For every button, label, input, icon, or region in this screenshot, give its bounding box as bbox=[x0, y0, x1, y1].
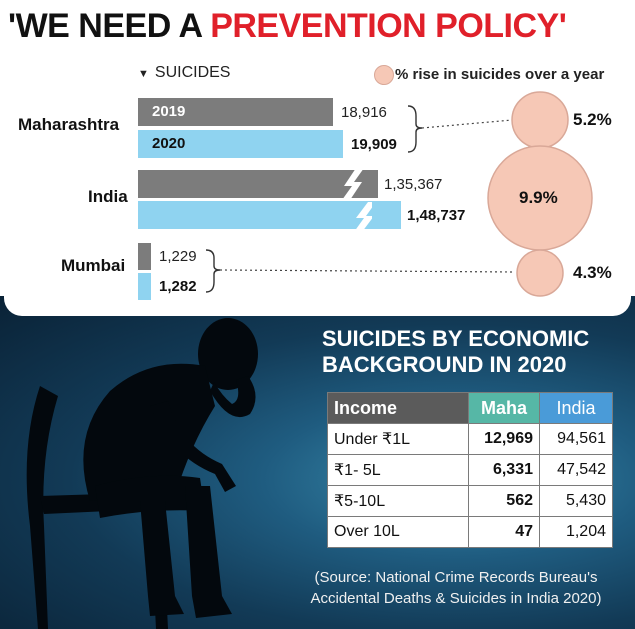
value-india-2019: 1,35,367 bbox=[384, 176, 443, 193]
legend-suicides-label: SUICIDES bbox=[154, 64, 231, 81]
headline-part-2: PREVENTION POLICY' bbox=[210, 7, 567, 45]
india-value: 5,430 bbox=[539, 485, 613, 517]
legend-suicides: ▼ SUICIDES bbox=[138, 64, 230, 82]
column-header-income: Income bbox=[327, 392, 469, 424]
bar-year-label-2020: 2020 bbox=[152, 135, 186, 152]
value-mumbai-2019: 1,229 bbox=[159, 248, 197, 265]
connector-lines bbox=[205, 91, 593, 297]
india-value: 94,561 bbox=[539, 423, 613, 455]
column-header-india: India bbox=[539, 392, 613, 424]
legend-rise-label: % rise in suicides over a year bbox=[395, 66, 605, 83]
legend-circle-icon bbox=[374, 65, 394, 85]
value-india-2020: 1,48,737 bbox=[407, 207, 466, 224]
value-maharashtra-2019: 18,916 bbox=[341, 104, 387, 121]
circle-mumbai bbox=[516, 249, 564, 297]
headline: 'WE NEED A PREVENTION POLICY' bbox=[0, 0, 635, 52]
bar-mumbai-2019 bbox=[138, 243, 151, 270]
source-note: (Source: National Crime Records Bureau's… bbox=[310, 569, 602, 607]
table-row: ₹5-10L 562 5,430 bbox=[327, 485, 613, 517]
income-bracket: ₹5-10L bbox=[327, 485, 469, 517]
table-row: ₹1- 5L 6,331 47,542 bbox=[327, 454, 613, 486]
region-label-india: India bbox=[88, 187, 128, 206]
maha-value: 12,969 bbox=[468, 423, 540, 455]
pct-mumbai: 4.3% bbox=[573, 263, 612, 282]
india-value: 47,542 bbox=[539, 454, 613, 486]
maha-value: 6,331 bbox=[468, 454, 540, 486]
distressed-man-silhouette-icon bbox=[26, 318, 258, 629]
income-bracket: ₹1- 5L bbox=[327, 454, 469, 486]
region-label-maharashtra: Maharashtra bbox=[18, 115, 120, 134]
bar-maharashtra-2020: 2020 bbox=[138, 130, 343, 158]
axis-break-icon bbox=[342, 168, 372, 232]
circle-maharashtra bbox=[511, 91, 569, 149]
bar-mumbai-2020 bbox=[138, 273, 151, 300]
income-bracket: Over 10L bbox=[327, 516, 469, 548]
bar-year-label-2019: 2019 bbox=[152, 103, 186, 120]
column-header-maha: Maha bbox=[468, 392, 540, 424]
maha-value: 47 bbox=[468, 516, 540, 548]
bar-maharashtra-2019: 2019 bbox=[138, 98, 333, 126]
economic-background-table: Income Maha India Under ₹1L 12,969 94,56… bbox=[327, 392, 613, 548]
triangle-down-icon: ▼ bbox=[138, 68, 149, 80]
value-mumbai-2020: 1,282 bbox=[159, 278, 197, 295]
income-bracket: Under ₹1L bbox=[327, 423, 469, 455]
bar-india-2019 bbox=[138, 170, 378, 198]
table-title: SUICIDES BY ECONOMIC BACKGROUND IN 2020 bbox=[322, 326, 590, 377]
region-label-mumbai: Mumbai bbox=[61, 256, 126, 275]
pct-maharashtra: 5.2% bbox=[573, 110, 612, 129]
bar-india-2020 bbox=[138, 201, 401, 229]
table-header-row: Income Maha India bbox=[327, 392, 613, 424]
pct-india: 9.9% bbox=[519, 188, 558, 207]
table-row: Under ₹1L 12,969 94,561 bbox=[327, 423, 613, 455]
india-value: 1,204 bbox=[539, 516, 613, 548]
value-maharashtra-2020: 19,909 bbox=[351, 136, 397, 153]
table-row: Over 10L 47 1,204 bbox=[327, 516, 613, 548]
maha-value: 562 bbox=[468, 485, 540, 517]
headline-part-1: 'WE NEED A bbox=[8, 7, 211, 45]
